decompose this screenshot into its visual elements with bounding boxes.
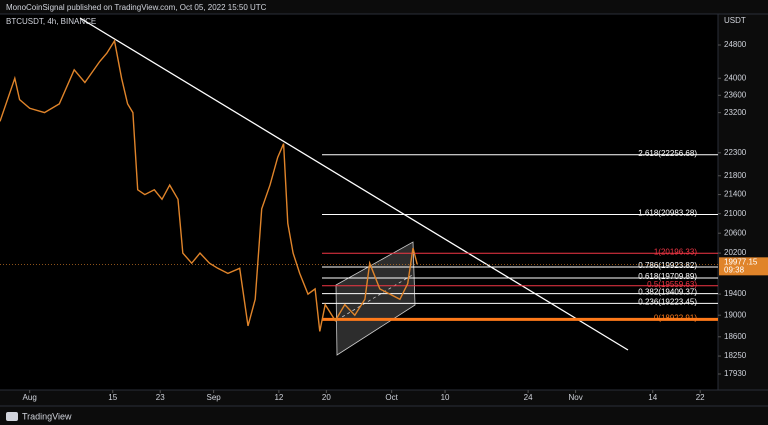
y-tick-label: 23200	[724, 108, 747, 117]
x-tick-label: 10	[441, 393, 450, 402]
x-tick-label: 20	[322, 393, 331, 402]
x-tick-label: Sep	[207, 393, 222, 402]
y-tick-label: 21800	[724, 171, 747, 180]
x-tick-label: 24	[524, 393, 533, 402]
price-line	[0, 39, 418, 332]
footer: TradingView	[22, 411, 72, 421]
y-tick-label: 24800	[724, 40, 747, 49]
plot-area	[0, 14, 718, 390]
y-tick-label: 19000	[724, 310, 747, 319]
fib-label: 0.5(19559.63)	[647, 280, 697, 289]
x-tick-label: 22	[696, 393, 705, 402]
fib-label: 1.618(20983.28)	[638, 209, 697, 218]
y-tick-label: 18600	[724, 332, 747, 341]
chart-title: BTCUSDT, 4h, BINANCE	[6, 17, 96, 26]
fib-label: 2.618(22256.68)	[638, 149, 697, 158]
logo	[6, 412, 18, 421]
x-tick-label: Aug	[23, 393, 37, 402]
x-tick-label: Nov	[568, 393, 582, 402]
unit-label: USDT	[724, 16, 746, 25]
x-tick-label: Oct	[385, 393, 398, 402]
y-tick-label: 17930	[724, 369, 747, 378]
channel-mid	[336, 273, 415, 321]
fib-label: 0.236(19223.45)	[638, 297, 697, 306]
header: MonoCoinSignal published on TradingView.…	[6, 3, 267, 12]
channel	[335, 241, 416, 356]
fib-label: 0(18922.91)	[654, 313, 697, 322]
countdown: 09:38	[724, 265, 745, 274]
fib-label: 0.786(19923.82)	[638, 261, 697, 270]
y-tick-label: 18250	[724, 351, 747, 360]
y-tick-label: 20600	[724, 228, 747, 237]
x-tick-label: 14	[648, 393, 657, 402]
y-tick-label: 21000	[724, 209, 747, 218]
y-tick-label: 20200	[724, 248, 747, 257]
fib-label: 0.618(19709.89)	[638, 272, 697, 281]
y-tick-label: 19400	[724, 289, 747, 298]
y-tick-label: 23600	[724, 90, 747, 99]
x-tick-label: 12	[274, 393, 283, 402]
trend-line	[79, 17, 629, 351]
fib-label: 0.382(19409.37)	[638, 288, 697, 297]
y-tick-label: 22300	[724, 148, 747, 157]
last-price: 19977.15	[724, 257, 758, 266]
y-tick-label: 24000	[724, 73, 747, 82]
y-tick-label: 21400	[724, 190, 747, 199]
x-tick-label: 15	[108, 393, 117, 402]
price-badge	[719, 257, 768, 276]
x-tick-label: 23	[156, 393, 165, 402]
fib-label: 1(20196.33)	[654, 247, 697, 256]
